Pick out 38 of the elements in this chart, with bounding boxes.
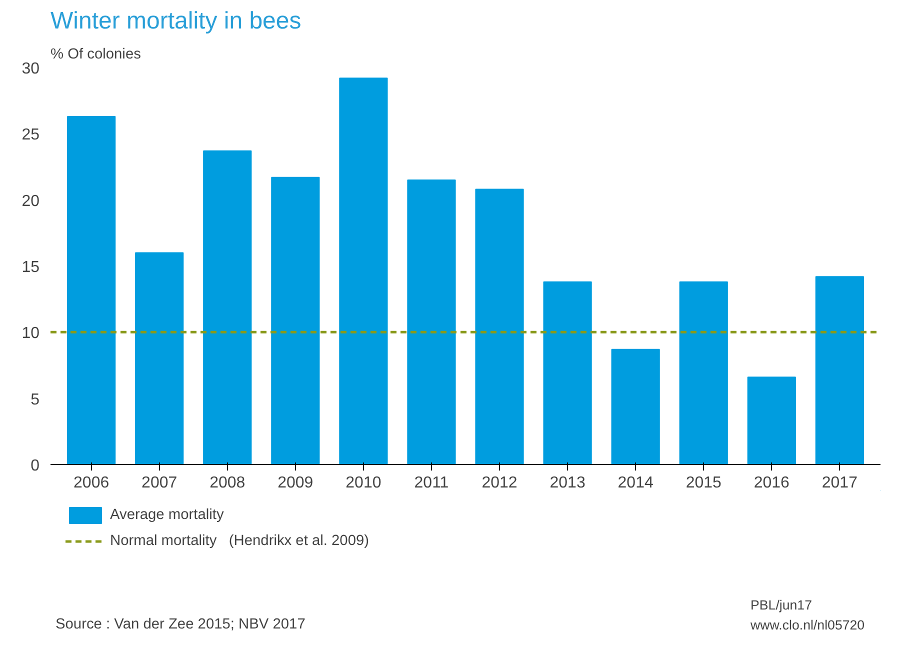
y-tick-label: 30 [22,60,40,78]
y-tick-label: 5 [30,391,40,408]
bar [747,376,796,464]
x-tick-label: 2017 [822,474,858,492]
bar [407,179,456,464]
x-tick-label: 2006 [74,474,110,492]
x-tick-label: 2009 [278,474,314,492]
text: PBL/jun17 [750,598,812,612]
bar [543,281,592,464]
bar [339,78,388,464]
bar [475,188,524,464]
legend-label: Average mortality [110,507,224,523]
legend-label: Normal mortality (Hendrikx et al. 2009) [110,533,370,549]
x-tick-label: 2013 [550,474,586,492]
x-tick-label: 2012 [482,474,518,492]
bar [271,176,320,464]
bar [135,252,184,464]
text: www.clo.nl/nl05720 [750,618,865,632]
bar [611,348,660,464]
y-axis-title: % Of colonies [50,46,141,62]
x-tick-label: 2016 [754,474,790,492]
y-tick-label: 20 [22,192,40,210]
x-tick-label: 2008 [210,474,246,492]
bar [203,150,252,464]
x-tick-label: 2007 [142,474,178,492]
x-tick-label: 2011 [414,474,449,492]
y-tick-label: 15 [22,259,40,276]
y-tick-label: 0 [30,458,40,474]
y-tick-label: 25 [22,126,40,144]
bar [67,116,116,464]
x-tick-label: 2015 [686,474,722,492]
y-tick-label: 10 [22,325,40,342]
x-tick-label: 2010 [346,474,382,492]
bar [815,276,864,464]
bar [679,281,728,464]
chart-title: Winter mortality in bees [50,8,302,34]
source-note: Source : Van der Zee 2015; NBV 2017 [56,616,306,632]
x-tick-label: 2014 [618,474,654,492]
